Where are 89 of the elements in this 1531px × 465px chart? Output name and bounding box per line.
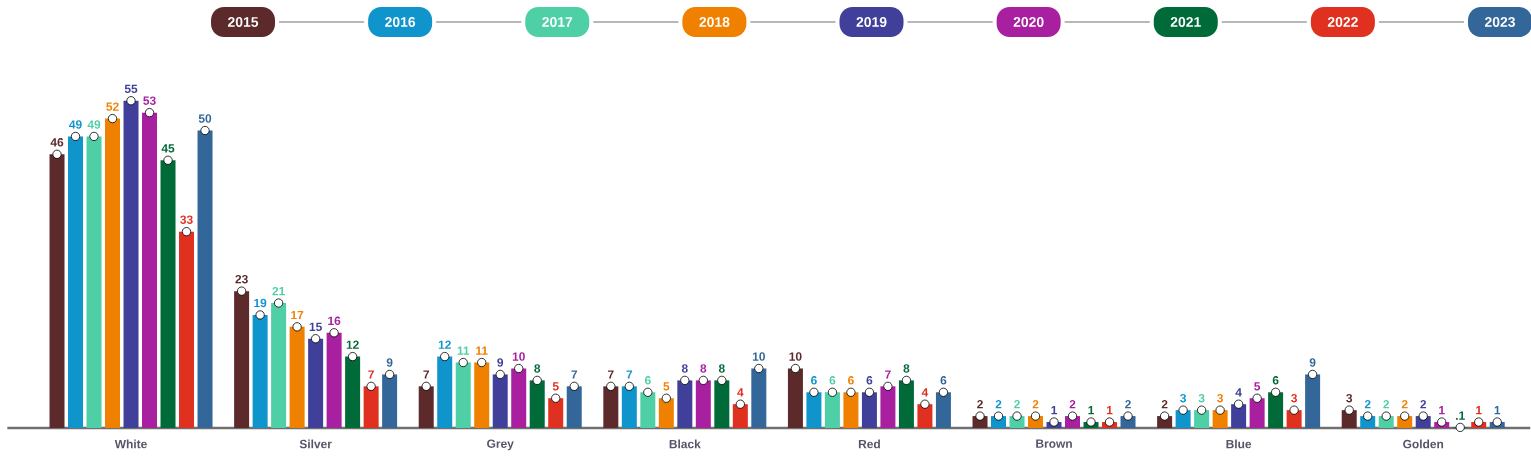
text: 2023 [1484,17,1515,27]
data-label: 2 [1161,400,1168,409]
data-label: 6 [940,376,947,385]
data-label: 33 [180,215,193,224]
data-label: 6 [829,376,836,385]
data-label: 9 [386,358,393,367]
x-tick-label: Golden [1403,439,1444,449]
data-label: 1 [1494,406,1501,415]
data-label: 10 [789,352,802,361]
data-label: 8 [903,364,910,373]
data-label: 1 [1439,406,1445,415]
data-label: 7 [368,370,374,379]
data-label: 16 [328,316,341,326]
x-tick-label: Blue [1226,439,1252,449]
x-tick-label: Black [669,439,701,449]
text: 2016 [385,17,416,27]
data-label: 7 [885,370,891,379]
data-label: 8 [534,364,541,373]
data-label: 6 [1272,376,1279,385]
data-label: 52 [106,102,119,111]
text: 2021 [1170,17,1201,27]
data-label: 4 [737,388,744,397]
data-label: 3 [1180,393,1187,403]
data-label: 4 [921,388,929,397]
text: 2017 [542,17,573,27]
data-label: 2 [1032,400,1039,409]
data-label: 2 [1420,400,1427,409]
data-label: 2 [1401,400,1408,409]
x-tick-label: White [114,439,147,449]
x-tick-label: Red [858,439,880,449]
data-label: 6 [644,376,651,385]
data-label: 3 [1198,393,1205,403]
data-label: 2 [995,400,1002,409]
text: 2018 [699,17,730,27]
data-label: 53 [143,96,156,105]
data-label: .1 [1456,411,1465,420]
text: 2019 [856,17,887,27]
text: 2020 [1013,17,1044,27]
data-label: 1 [1476,406,1482,415]
data-label: 8 [718,364,725,373]
data-label: 19 [254,298,267,308]
data-label: 7 [571,370,578,379]
data-label: 45 [161,144,175,153]
data-label: 17 [291,310,304,320]
x-tick-label: Silver [299,439,332,449]
data-label: 11 [476,346,488,355]
data-label: 3 [1291,393,1298,403]
data-label: 6 [811,376,817,385]
data-label: 8 [700,364,707,373]
data-label: 12 [438,340,451,349]
x-tick-label: Brown [1036,439,1072,448]
data-label: 49 [87,120,101,129]
data-label: 46 [50,138,64,147]
data-label: 10 [512,352,525,361]
text: 2022 [1327,17,1358,27]
data-label: 2 [1014,400,1020,409]
data-label: 23 [235,274,248,284]
data-label: 2 [977,400,983,409]
data-label: 7 [608,370,614,379]
data-label: 8 [681,364,688,373]
data-label: 50 [198,114,212,123]
data-label: 4 [1235,388,1242,397]
data-label: 3 [1346,393,1353,403]
data-label: 55 [124,84,138,94]
data-label: 3 [1217,393,1224,403]
data-label: 7 [423,370,430,379]
data-label: 2 [1069,400,1076,409]
data-label: 9 [497,358,504,367]
data-label: 6 [866,376,873,385]
data-label: 9 [1309,358,1316,367]
x-tick-label: Grey [487,439,514,451]
data-label: 2 [1364,400,1371,409]
data-label: 1 [1051,406,1058,415]
data-label: 5 [1254,382,1261,391]
data-label: 10 [752,352,765,361]
data-label: 11 [457,346,470,355]
data-label: 2 [1383,400,1390,409]
data-label: 7 [626,370,633,379]
data-label: 12 [346,340,359,349]
data-label: 5 [663,382,670,391]
data-label: 21 [272,286,285,296]
data-label: 15 [309,322,322,332]
data-label: 1 [1088,406,1095,415]
data-label: 5 [552,382,559,391]
data-label: 1 [1106,406,1113,415]
data-label: 6 [848,376,854,385]
data-label: 2 [1125,400,1131,409]
data-label: 49 [69,120,82,129]
text: 2015 [227,17,259,27]
